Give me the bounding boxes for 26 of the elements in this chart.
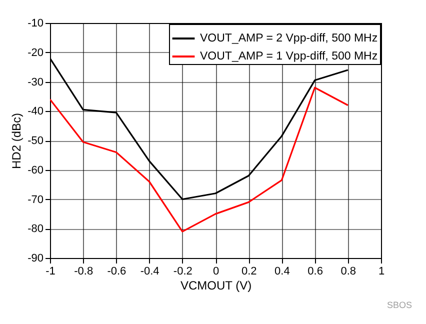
y-tick-label: -10 xyxy=(28,18,44,30)
x-tick-label: 1 xyxy=(378,266,385,278)
y-tick-label: -90 xyxy=(28,252,44,264)
x-tick-label: -0.4 xyxy=(140,266,160,278)
y-tick-label: -50 xyxy=(28,135,44,147)
x-tick-label: -0.6 xyxy=(107,266,126,278)
x-tick-label: -0.2 xyxy=(173,266,192,278)
y-tick-label: -60 xyxy=(28,164,44,176)
x-tick-label: 0.6 xyxy=(308,266,323,278)
y-tick-label: -30 xyxy=(28,76,44,88)
x-tick-label: 0.4 xyxy=(274,266,290,278)
y-tick-label: -80 xyxy=(28,223,44,236)
x-tick-label: 0 xyxy=(212,266,220,278)
text: SBOS xyxy=(386,300,412,310)
x-axis-title: VCMOUT (V) xyxy=(180,278,252,292)
line-series xyxy=(50,86,349,232)
x-tick-label: 0.8 xyxy=(340,266,356,278)
x-tick-label: 0.2 xyxy=(241,266,257,278)
x-tick-label: -0.8 xyxy=(74,266,94,278)
y-tick-label: -70 xyxy=(28,194,44,206)
y-axis-title: HD2 (dBc) xyxy=(10,112,24,170)
legend-label: VOUT_AMP = 1 Vpp-diff, 500 MHz xyxy=(200,50,378,62)
y-tick-label: -40 xyxy=(28,106,44,118)
x-tick-label: -1 xyxy=(46,266,56,278)
legend-label: VOUT_AMP = 2 Vpp-diff, 500 MHz xyxy=(200,32,378,44)
y-tick-label: -20 xyxy=(28,46,44,59)
